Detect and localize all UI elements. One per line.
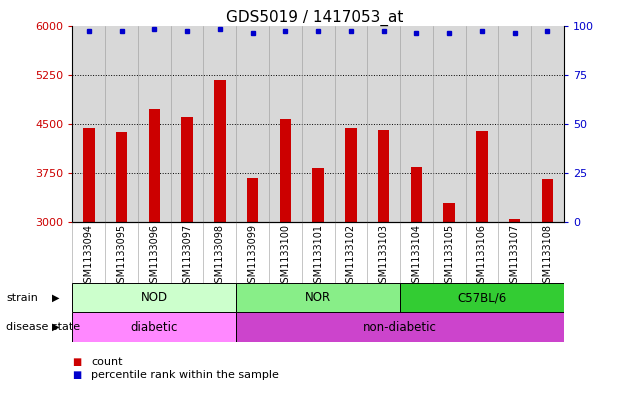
Text: GSM1133103: GSM1133103 [379,224,389,289]
Text: C57BL/6: C57BL/6 [457,291,507,304]
Bar [116,132,127,222]
Bar [400,283,564,312]
Text: GSM1133099: GSM1133099 [248,224,258,289]
Bar [378,130,389,222]
Text: percentile rank within the sample: percentile rank within the sample [91,370,279,380]
Text: GSM1133104: GSM1133104 [411,224,421,289]
Bar [83,128,94,222]
Text: GSM1133107: GSM1133107 [510,224,520,289]
Text: GSM1133098: GSM1133098 [215,224,225,289]
Text: GSM1133105: GSM1133105 [444,224,454,289]
Text: ■: ■ [72,356,82,367]
Bar [312,168,324,222]
Bar [542,179,553,222]
Bar [236,312,564,342]
Text: GSM1133097: GSM1133097 [182,224,192,289]
Text: diabetic: diabetic [130,321,178,334]
Bar [345,129,357,222]
Bar [411,167,422,222]
Bar [72,312,236,342]
Text: ▶: ▶ [52,293,59,303]
Bar [280,119,291,222]
Bar [476,131,488,222]
Text: strain: strain [6,293,38,303]
Text: NOD: NOD [140,291,168,304]
Text: ■: ■ [72,370,82,380]
Text: ▶: ▶ [52,322,59,332]
Bar [247,178,258,222]
Text: GSM1133102: GSM1133102 [346,224,356,289]
Bar [236,283,400,312]
Text: GSM1133108: GSM1133108 [542,224,553,289]
Text: count: count [91,356,123,367]
Text: NOR: NOR [305,291,331,304]
Bar [72,283,236,312]
Text: GSM1133106: GSM1133106 [477,224,487,289]
Bar [214,80,226,222]
Bar [149,109,160,222]
Text: GSM1133095: GSM1133095 [117,224,127,289]
Text: GSM1133094: GSM1133094 [84,224,94,289]
Text: disease state: disease state [6,322,81,332]
Text: GSM1133096: GSM1133096 [149,224,159,289]
Text: GSM1133101: GSM1133101 [313,224,323,289]
Text: GSM1133100: GSM1133100 [280,224,290,289]
Bar [181,117,193,222]
Bar [444,203,455,222]
Bar [509,219,520,222]
Text: GDS5019 / 1417053_at: GDS5019 / 1417053_at [226,10,404,26]
Text: non-diabetic: non-diabetic [363,321,437,334]
